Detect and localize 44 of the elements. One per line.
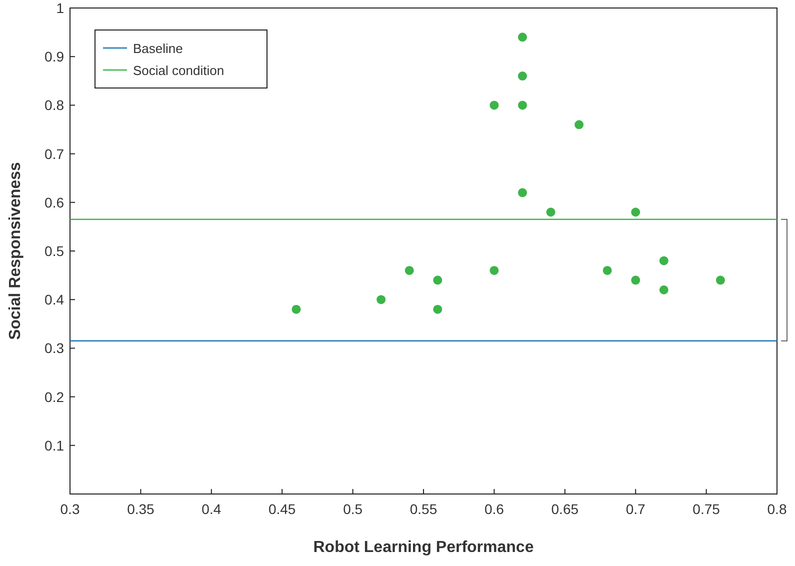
point — [631, 276, 640, 285]
y-tick-label: 0.7 — [44, 146, 64, 162]
legend-label: Social condition — [133, 63, 224, 78]
point — [602, 266, 612, 275]
legend-label: Baseline — [133, 41, 183, 56]
y-tick-label: 0.4 — [44, 292, 64, 308]
y-tick-label: 0.2 — [44, 388, 64, 405]
y-axis-title: Social Responsiveness — [7, 162, 24, 340]
x-tick-label: 0.5 — [343, 501, 363, 517]
point — [490, 100, 499, 110]
point — [376, 295, 386, 304]
x-tick-label: 0.3 — [60, 501, 80, 517]
point — [716, 276, 725, 285]
y-tick-label: 0.5 — [44, 243, 64, 259]
y-tick-label: 0.9 — [44, 48, 64, 65]
x-tick-label: 0.7 — [626, 501, 646, 517]
point — [518, 72, 527, 81]
y-tick-label: 0.3 — [44, 340, 64, 356]
y-tick-label: 1 — [56, 0, 64, 16]
point — [631, 208, 640, 217]
point — [574, 120, 584, 130]
x-tick-label: 0.55 — [410, 501, 438, 517]
y-tick-label: 0.1 — [44, 437, 64, 454]
x-tick-label: 0.75 — [692, 501, 720, 517]
point — [404, 266, 414, 275]
point — [490, 266, 499, 275]
x-tick-label: 0.4 — [202, 501, 222, 517]
x-tick-label: 0.35 — [127, 501, 155, 517]
y-tick-label: 0.8 — [44, 97, 64, 114]
x-tick-label: 0.6 — [484, 501, 504, 517]
point — [518, 32, 527, 42]
point — [433, 276, 442, 285]
x-axis-title: Robot Learning Performance — [313, 539, 534, 556]
point — [292, 304, 301, 314]
point — [659, 256, 668, 266]
x-tick-label: 0.8 — [767, 501, 787, 517]
x-tick-label: 0.65 — [551, 501, 579, 517]
y-tick-label: 0.6 — [44, 194, 64, 210]
point — [518, 188, 527, 198]
point — [433, 304, 442, 314]
point — [518, 100, 527, 110]
point — [659, 285, 668, 294]
point — [546, 208, 556, 217]
x-tick-label: 0.45 — [268, 501, 296, 517]
